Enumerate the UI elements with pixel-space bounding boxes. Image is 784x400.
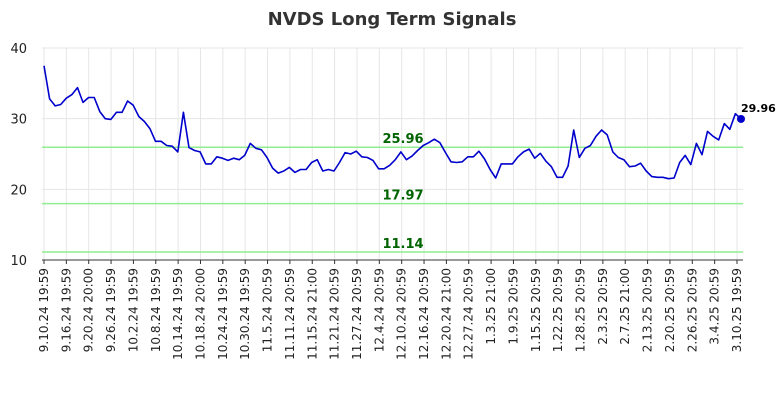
x-tick-label: 2.13.25 20:59 [641, 268, 655, 352]
x-tick-label: 12.4.24 20:59 [372, 268, 386, 352]
x-tick-label: 11.5.24 20:59 [261, 268, 275, 352]
y-tick-label: 10 [10, 254, 27, 269]
x-tick-label: 10.14.24 19:59 [171, 268, 185, 360]
last-point-marker [737, 114, 745, 123]
x-tick-label: 1.28.25 20:59 [574, 268, 588, 352]
x-tick-label: 10.30.24 19:59 [238, 268, 252, 360]
x-tick-label: 10.8.24 19:59 [149, 268, 163, 352]
x-tick-label: 10.24.24 19:59 [216, 268, 230, 360]
x-tick-label: 9.10.24 19:59 [37, 268, 51, 352]
grid [42, 47, 743, 261]
x-tick-label: 9.20.24 20:00 [82, 268, 96, 352]
x-tick-label: 11.21.24 20:59 [328, 268, 342, 360]
y-tick-label: 30 [10, 113, 27, 128]
x-tick-label: 11.27.24 20:59 [350, 268, 364, 360]
x-tick-label: 1.22.25 20:59 [551, 268, 565, 352]
x-tick-label: 3.4.25 20:59 [708, 268, 722, 345]
y-axis-ticks: 10 20 30 40 [10, 42, 27, 269]
price-line [43, 65, 742, 180]
x-tick-label: 11.11.24 20:59 [283, 268, 297, 360]
x-tick-label: 1.9.25 20:59 [506, 268, 520, 345]
x-tick-label: 11.15.24 21:00 [305, 268, 319, 360]
x-tick-label: 2.7.25 21:00 [618, 268, 632, 345]
series-layer: 29.96 [43, 65, 776, 180]
x-tick-label: 12.27.24 20:59 [462, 268, 476, 360]
x-tick-label: 12.16.24 20:59 [417, 268, 431, 360]
reference-lines: 25.96 17.97 11.14 [42, 132, 743, 253]
x-tick-label: 1.3.25 21:00 [484, 268, 498, 345]
x-tick-label: 10.18.24 20:00 [193, 268, 207, 360]
x-tick-label: 2.26.25 20:59 [685, 268, 699, 352]
last-value-label: 29.96 [741, 102, 776, 115]
y-tick-label: 20 [10, 183, 27, 198]
x-tick-label: 2.3.25 20:59 [596, 268, 610, 345]
reference-line-label: 25.96 [382, 132, 423, 147]
x-tick-label: 9.16.24 19:59 [59, 268, 73, 352]
x-tick-label: 1.15.25 20:59 [529, 268, 543, 352]
reference-line-label: 11.14 [382, 237, 423, 252]
y-tick-label: 40 [10, 42, 27, 57]
x-tick-label: 9.26.24 19:59 [104, 268, 118, 352]
chart-title: NVDS Long Term Signals [268, 9, 517, 30]
x-tick-label: 10.2.24 19:59 [126, 268, 140, 352]
x-tick-label: 2.20.25 20:59 [663, 268, 677, 352]
x-tick-label: 12.20.24 21:00 [439, 268, 453, 360]
x-tick-label: 3.10.25 19:59 [730, 268, 744, 352]
x-tick-label: 12.10.24 20:59 [395, 268, 409, 360]
x-axis-ticks: 9.10.24 19:59 9.16.24 19:59 9.20.24 20:00 9… [37, 260, 744, 360]
reference-line-label: 17.97 [382, 189, 423, 204]
